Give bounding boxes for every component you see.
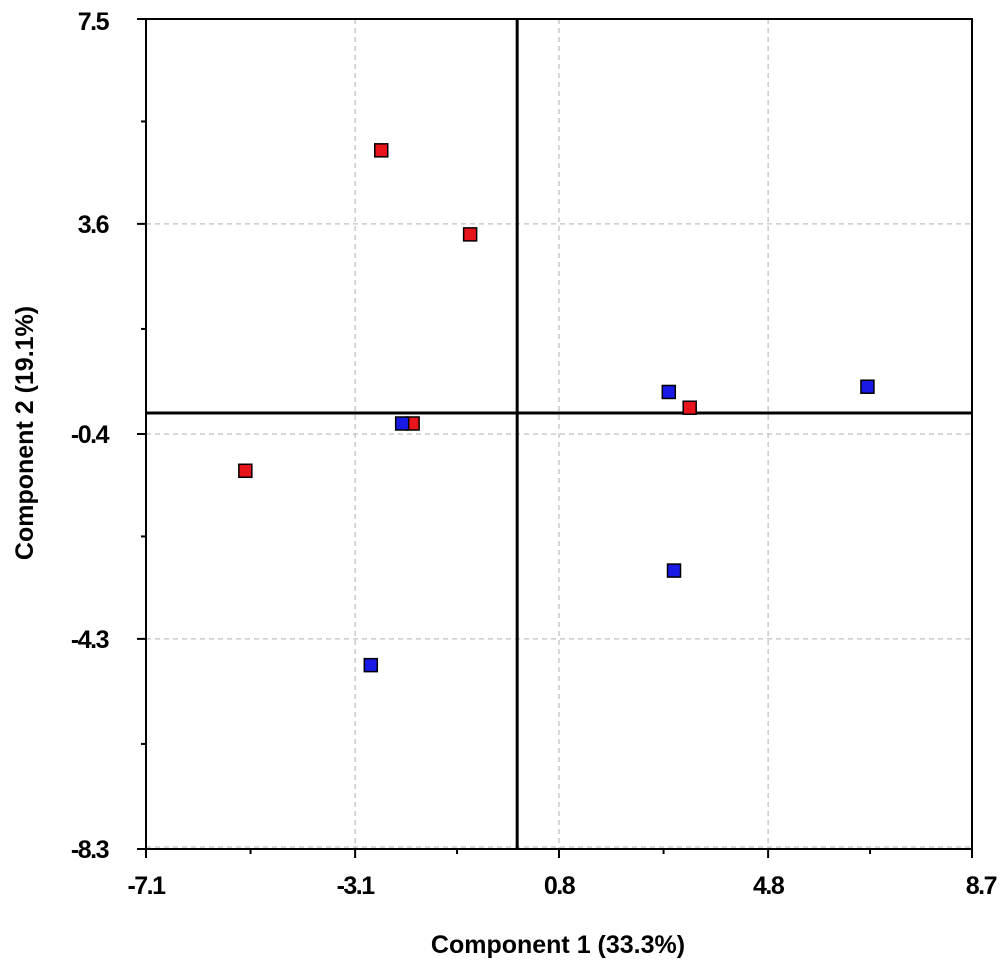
x-axis-title: Component 1 (33.3%) [431,931,685,959]
y-tick-label: -4.3 [71,626,109,654]
data-point [860,379,875,394]
data-points [238,143,875,673]
x-tick-label: 4.8 [753,872,785,900]
x-tick-label: 8.7 [966,872,997,900]
data-point [374,143,389,158]
grid [146,19,972,849]
data-point [363,657,379,673]
x-tick-label: -7.1 [127,872,166,900]
y-tick-labels: 7.5 3.6 -0.4 -4.3 -8.3 [71,8,111,864]
data-point [666,563,682,578]
x-tick-label: 0.8 [544,872,576,900]
tick-marks [137,18,973,858]
x-tick-label: -3.1 [337,872,376,900]
data-point [682,400,697,415]
data-point [462,227,478,242]
zero-lines [146,19,972,849]
y-tick-label: -0.4 [71,421,110,449]
data-point [661,384,677,400]
data-point [394,416,410,431]
y-tick-label: 3.6 [78,211,109,239]
y-axis-title: Component 2 (19.1%) [11,306,39,560]
x-tick-labels: -7.1 -3.1 0.8 4.8 8.7 [127,872,998,900]
y-tick-label: -8.3 [71,836,109,864]
y-tick-label: 7.5 [78,8,110,36]
data-point [238,463,253,479]
